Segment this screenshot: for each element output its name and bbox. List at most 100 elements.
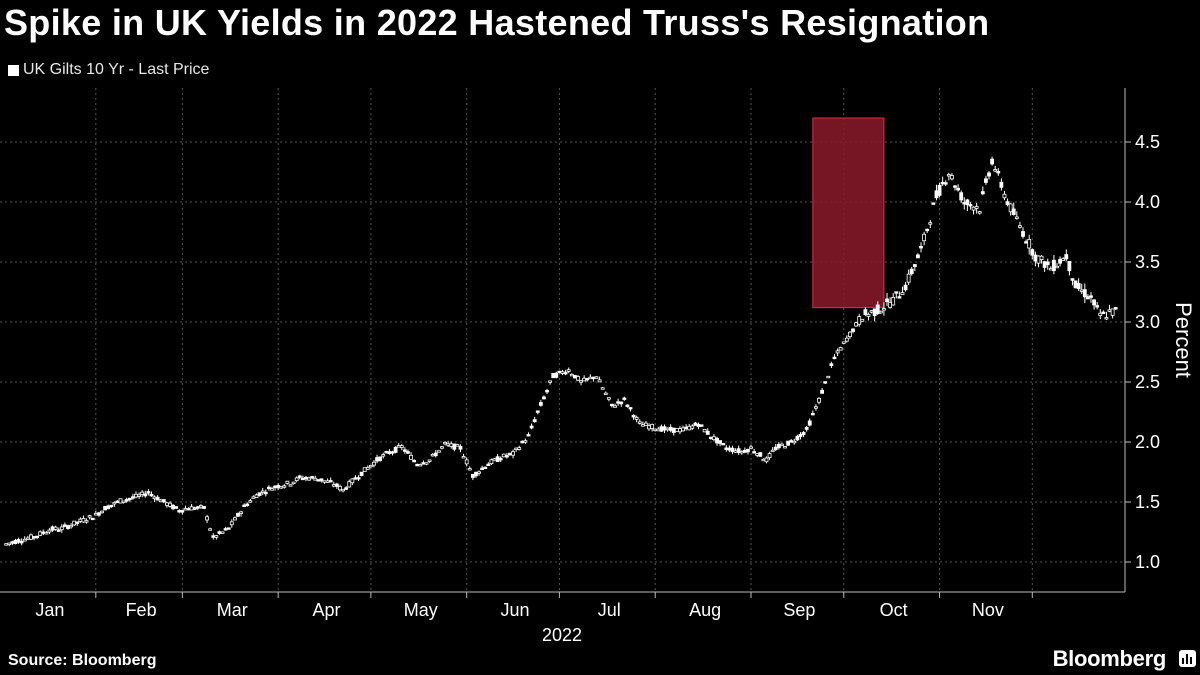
candle-body [1067,260,1072,272]
candle-body [699,424,704,427]
candle-body [504,455,509,458]
candle-body [922,233,927,242]
candle-body [863,309,868,316]
candle-body [1058,258,1062,264]
candle-body [637,421,642,424]
candle-body [591,376,596,380]
candle-body [100,510,104,514]
candle-body [393,446,398,453]
candle-body [702,429,707,433]
candle-body [341,488,345,492]
candle-body [662,426,667,431]
candle-body [1098,312,1103,317]
candle-body [897,296,902,299]
candle-body [50,526,55,531]
candle-body [551,373,556,379]
candle-body [436,450,441,453]
candle-body [1018,225,1022,228]
candle-body [721,442,726,446]
candle-body [415,463,420,467]
y-tick-label: 2.0 [1135,432,1160,452]
candle-body [644,422,648,427]
candle-body [78,518,83,522]
candle-body [640,424,645,427]
candle-body [90,517,95,521]
candle-body [152,496,157,500]
candle-body [912,264,917,268]
candle-body [730,447,735,452]
candle-body [984,178,988,183]
candle-body [891,297,896,306]
candle-body [325,480,330,483]
y-tick-label: 1.0 [1135,552,1160,572]
candle-body [724,447,729,450]
candle-body [953,185,957,188]
candle-body [467,468,472,471]
candle-body [882,308,886,311]
candle-body [44,532,49,535]
candle-body [399,445,404,449]
candle-body [72,520,77,526]
candle-body [273,485,277,488]
candle-body [807,420,812,426]
candle-body [4,543,9,546]
candle-body [260,490,265,493]
candle-body [424,462,429,465]
candle-body [251,496,256,499]
candle-body [440,446,444,449]
candle-body [350,478,355,484]
candle-body [557,370,562,374]
candle-body [940,181,945,185]
candle-body [1076,283,1081,290]
candle-body [56,529,61,532]
candle-body [727,447,732,451]
candle-body [97,512,101,516]
candle-body [381,454,386,457]
candle-body [987,172,991,177]
candle-body [715,437,719,444]
candle-body [208,528,213,531]
x-tick-label: Apr [313,600,341,620]
candle-body [613,405,617,408]
candle-body [180,510,185,513]
candle-body [943,182,948,185]
candle-body [1064,254,1069,260]
candle-body [1048,268,1053,271]
candle-body [93,513,98,516]
candle-body [798,433,803,437]
candle-body [517,447,522,450]
candle-body [1008,203,1013,213]
candle-body [387,451,392,455]
candle-body [282,485,287,488]
candle-body [616,401,621,404]
candle-body [455,444,460,447]
candle-body [344,487,349,490]
candle-body [535,410,540,413]
candle-body [919,245,923,249]
candle-body [189,506,194,511]
candle-body [87,515,92,518]
candle-body [792,440,797,444]
candle-body [712,436,716,441]
candle-body [690,425,695,429]
candle-body [458,446,463,450]
candle-body [820,389,825,394]
x-tick-label: Nov [972,600,1004,620]
y-tick-label: 4.5 [1135,132,1160,152]
candle-body [610,403,614,407]
candle-body [749,446,753,449]
candle-body [693,422,698,426]
candle-body [158,499,163,503]
candle-body [1055,265,1059,269]
candle-body [452,443,457,450]
candle-body [866,314,871,317]
candle-body [810,412,815,416]
candle-body [495,456,500,462]
candle-body [628,407,633,410]
candle-body [217,531,222,534]
candle-body [1005,201,1010,205]
candle-body [375,457,379,462]
candle-body [569,373,574,377]
candle-body [1002,193,1007,199]
candle-body [841,341,846,344]
